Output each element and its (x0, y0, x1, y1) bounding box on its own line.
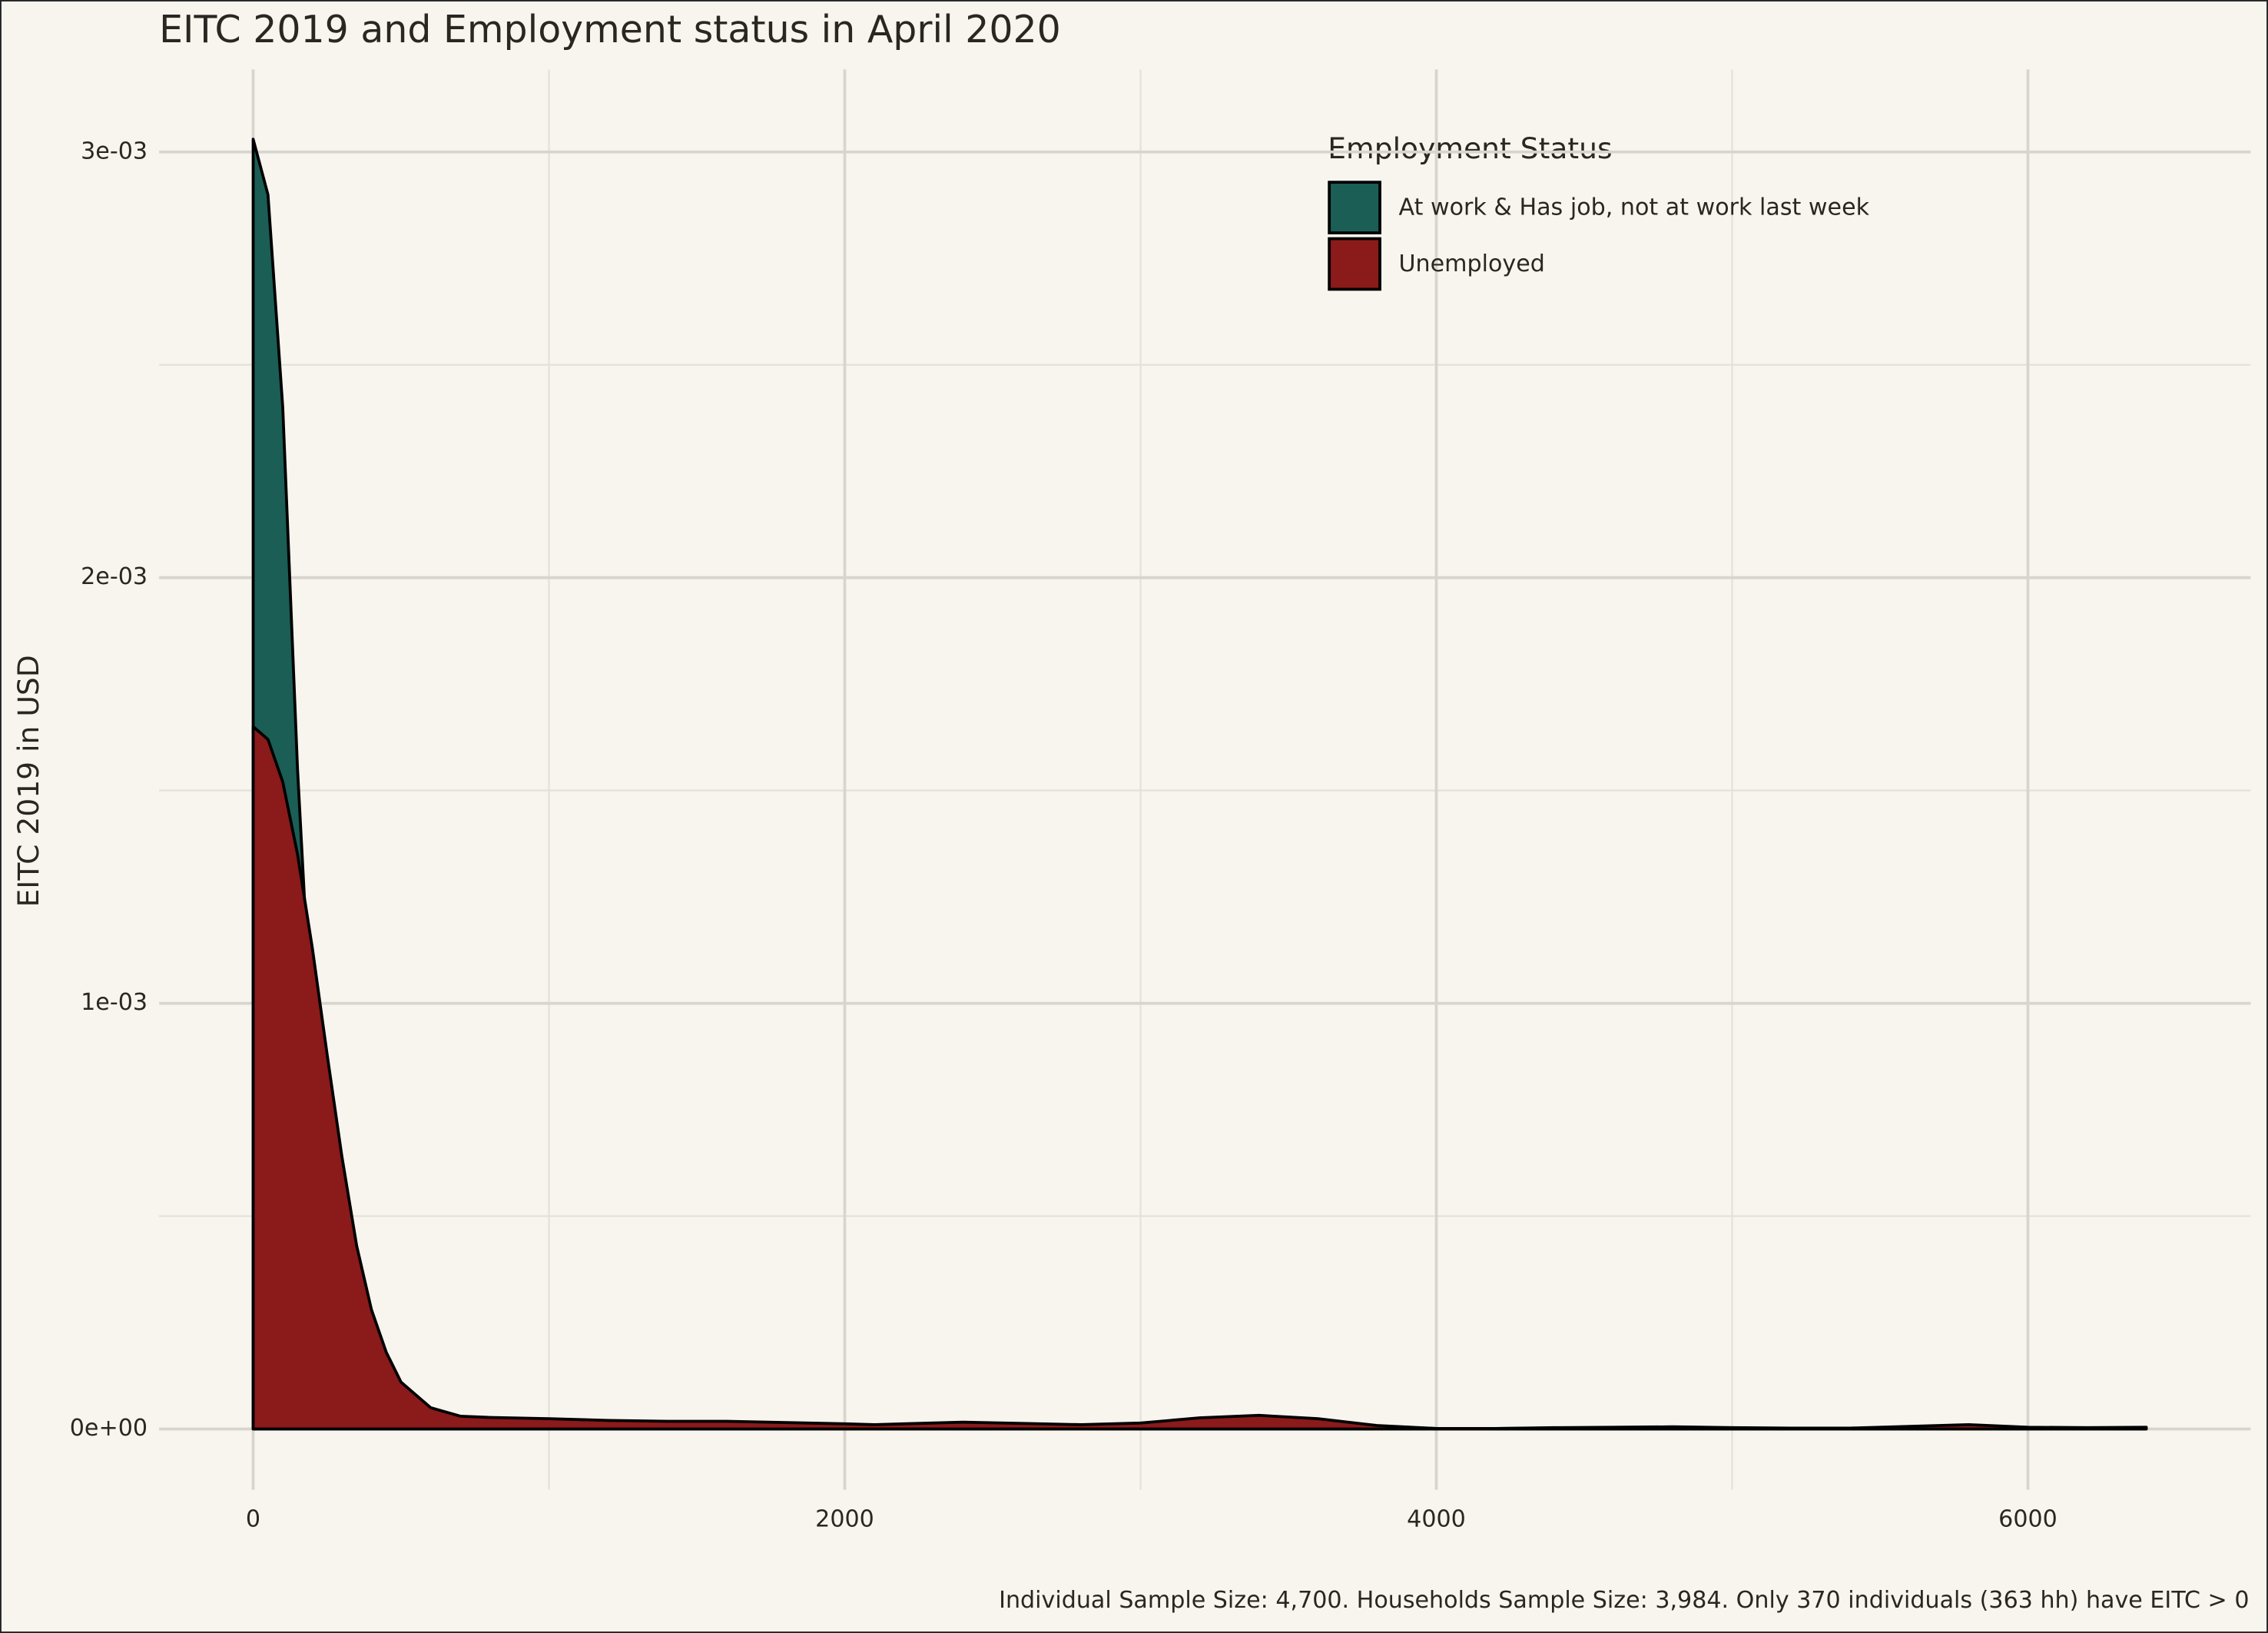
chart-title: EITC 2019 and Employment status in April… (159, 8, 1061, 51)
y-tick-label: 1e-03 (81, 989, 148, 1016)
legend-label: At work & Has job, not at work last week (1399, 194, 1870, 221)
legend-title: Employment Status (1328, 131, 1612, 165)
y-tick-label: 0e+00 (70, 1415, 148, 1442)
legend-swatch (1328, 237, 1381, 291)
caption: Individual Sample Size: 4,700. Household… (999, 1587, 2249, 1614)
legend-label: Unemployed (1399, 251, 1545, 277)
x-tick-label: 6000 (1998, 1506, 2057, 1533)
y-tick-label: 2e-03 (81, 563, 148, 590)
x-tick-label: 0 (246, 1506, 260, 1533)
density-area (251, 725, 2148, 1431)
x-tick-label: 4000 (1407, 1506, 1466, 1533)
y-tick-label: 3e-03 (81, 138, 148, 164)
y-axis-label: EITC 2019 in USD (12, 655, 45, 907)
x-tick-label: 2000 (815, 1506, 874, 1533)
legend-swatch (1328, 181, 1381, 234)
